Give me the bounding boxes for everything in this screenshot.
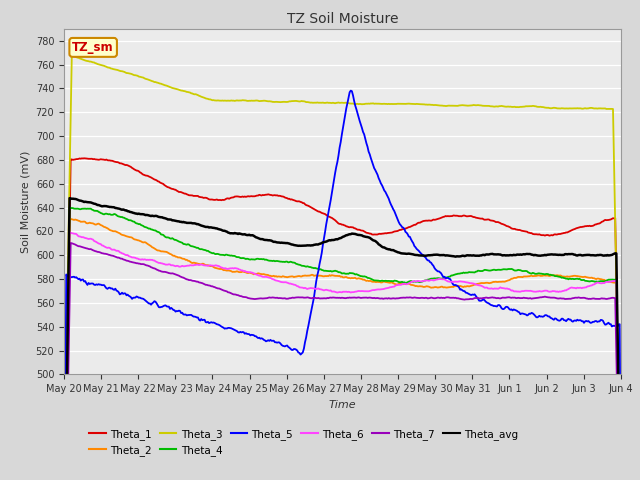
X-axis label: Time: Time <box>328 400 356 409</box>
Line: Theta_5: Theta_5 <box>64 91 621 480</box>
Theta_avg <box>393 249 401 254</box>
Theta_6 <box>605 279 612 285</box>
Theta_3 <box>393 101 401 107</box>
Theta_1 <box>393 228 401 234</box>
Line: Theta_7: Theta_7 <box>64 243 621 480</box>
Theta_1 <box>80 156 88 161</box>
Theta_7 <box>605 296 612 301</box>
Line: Theta_3: Theta_3 <box>64 55 621 480</box>
Theta_1 <box>605 217 612 223</box>
Theta_6 <box>66 229 74 235</box>
Theta_3 <box>605 106 612 112</box>
Theta_5 <box>393 214 401 219</box>
Theta_avg <box>362 234 370 240</box>
Theta_4 <box>329 268 337 274</box>
Theta_7 <box>518 295 525 301</box>
Theta_7 <box>393 296 401 301</box>
Theta_2 <box>329 273 337 278</box>
Theta_5 <box>518 311 525 316</box>
Theta_6 <box>362 288 370 294</box>
Theta_2 <box>326 272 333 278</box>
Theta_6 <box>393 282 401 288</box>
Theta_avg <box>326 237 333 243</box>
Theta_4 <box>393 278 401 284</box>
Theta_1 <box>329 216 337 221</box>
Theta_6 <box>329 288 337 294</box>
Theta_3 <box>329 100 337 106</box>
Theta_5 <box>324 209 332 215</box>
Theta_avg <box>518 252 525 258</box>
Legend: Theta_1, Theta_2, Theta_3, Theta_4, Theta_5, Theta_6, Theta_7, Theta_avg: Theta_1, Theta_2, Theta_3, Theta_4, Thet… <box>84 424 522 460</box>
Theta_3 <box>326 100 333 106</box>
Theta_4 <box>362 274 370 280</box>
Theta_3 <box>60 478 68 480</box>
Theta_3 <box>518 104 525 110</box>
Theta_avg <box>66 195 74 201</box>
Line: Theta_4: Theta_4 <box>64 207 621 480</box>
Theta_1 <box>518 228 525 234</box>
Theta_3 <box>362 101 370 107</box>
Theta_3 <box>68 52 76 58</box>
Theta_7 <box>362 295 370 300</box>
Theta_2 <box>518 274 525 280</box>
Theta_2 <box>66 216 74 221</box>
Line: Theta_2: Theta_2 <box>64 218 621 480</box>
Theta_4 <box>518 268 525 274</box>
Text: TZ_sm: TZ_sm <box>72 41 114 54</box>
Line: Theta_1: Theta_1 <box>64 158 621 480</box>
Line: Theta_avg: Theta_avg <box>64 198 621 480</box>
Theta_7 <box>329 295 337 300</box>
Line: Theta_6: Theta_6 <box>64 232 621 480</box>
Theta_5 <box>347 88 355 94</box>
Theta_avg <box>329 237 337 243</box>
Theta_6 <box>518 288 525 294</box>
Theta_1 <box>362 230 370 236</box>
Theta_5 <box>605 320 612 325</box>
Theta_avg <box>605 252 612 258</box>
Theta_1 <box>326 214 333 220</box>
Theta_4 <box>326 268 333 274</box>
Theta_2 <box>362 278 370 284</box>
Title: TZ Soil Moisture: TZ Soil Moisture <box>287 12 398 26</box>
Theta_5 <box>328 191 335 196</box>
Theta_2 <box>393 282 401 288</box>
Theta_7 <box>326 295 333 300</box>
Y-axis label: Soil Moisture (mV): Soil Moisture (mV) <box>20 150 30 253</box>
Theta_4 <box>605 277 612 283</box>
Theta_6 <box>326 288 333 294</box>
Theta_4 <box>66 204 74 210</box>
Theta_7 <box>67 240 74 246</box>
Theta_5 <box>362 140 370 146</box>
Theta_2 <box>605 279 612 285</box>
